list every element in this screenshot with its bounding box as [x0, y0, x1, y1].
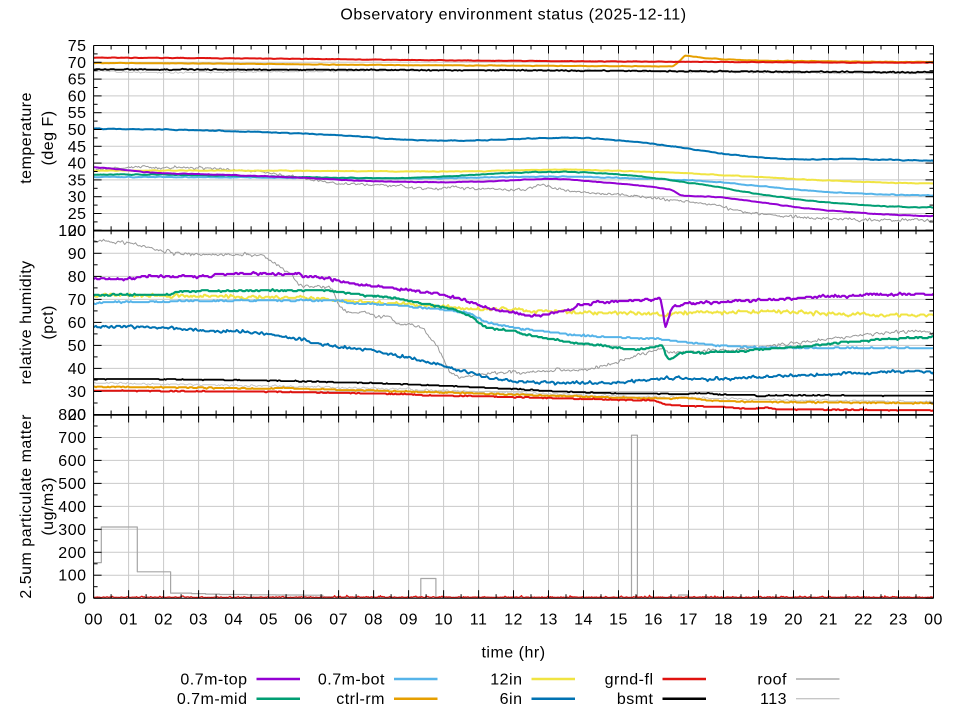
svg-text:16: 16: [644, 612, 663, 629]
svg-text:temperature: temperature: [18, 92, 35, 184]
svg-text:00: 00: [84, 612, 103, 629]
svg-text:17: 17: [679, 612, 698, 629]
svg-text:06: 06: [294, 612, 313, 629]
svg-text:80: 80: [68, 269, 87, 286]
svg-text:45: 45: [68, 139, 87, 156]
svg-text:11: 11: [470, 612, 488, 629]
svg-text:400: 400: [58, 499, 86, 516]
svg-text:600: 600: [58, 453, 86, 470]
svg-text:0.7m-top: 0.7m-top: [180, 672, 247, 689]
svg-text:ctrl-rm: ctrl-rm: [336, 691, 385, 708]
svg-text:05: 05: [259, 612, 278, 629]
svg-text:23: 23: [889, 612, 908, 629]
svg-text:6in: 6in: [500, 691, 523, 708]
svg-text:08: 08: [364, 612, 383, 629]
svg-text:roof: roof: [757, 672, 787, 689]
svg-text:21: 21: [819, 612, 838, 629]
svg-text:20: 20: [68, 407, 87, 424]
svg-text:200: 200: [58, 545, 86, 562]
svg-text:22: 22: [854, 612, 873, 629]
svg-text:500: 500: [58, 476, 86, 493]
svg-text:65: 65: [68, 72, 87, 89]
svg-text:0.7m-mid: 0.7m-mid: [177, 691, 248, 708]
svg-text:55: 55: [68, 105, 87, 122]
svg-text:60: 60: [68, 315, 87, 332]
svg-text:300: 300: [58, 522, 86, 539]
svg-text:100: 100: [58, 568, 86, 585]
svg-text:20: 20: [68, 223, 87, 240]
svg-text:90: 90: [68, 246, 87, 263]
svg-text:03: 03: [189, 612, 208, 629]
svg-text:50: 50: [68, 122, 87, 139]
svg-text:time (hr): time (hr): [481, 645, 545, 662]
svg-text:01: 01: [119, 612, 138, 629]
svg-text:(ug/m3): (ug/m3): [40, 477, 57, 536]
svg-text:(deg F): (deg F): [40, 110, 57, 165]
svg-text:grnd-fl: grnd-fl: [605, 672, 654, 689]
svg-text:75: 75: [68, 38, 87, 55]
svg-text:60: 60: [68, 88, 87, 105]
svg-text:40: 40: [68, 156, 87, 173]
svg-text:relative humidity: relative humidity: [18, 260, 35, 384]
svg-text:10: 10: [434, 612, 453, 629]
svg-text:800: 800: [58, 407, 86, 424]
svg-text:35: 35: [68, 172, 87, 189]
svg-text:0.7m-bot: 0.7m-bot: [318, 672, 385, 689]
svg-text:70: 70: [68, 292, 87, 309]
svg-text:18: 18: [714, 612, 733, 629]
svg-text:700: 700: [58, 430, 86, 447]
svg-text:0: 0: [77, 591, 86, 608]
svg-text:14: 14: [574, 612, 593, 629]
svg-text:2.5um particulate matter: 2.5um particulate matter: [18, 414, 35, 599]
svg-text:Observatory environment status: Observatory environment status (2025-12-…: [340, 7, 686, 24]
svg-text:15: 15: [609, 612, 628, 629]
svg-text:12in: 12in: [490, 672, 522, 689]
svg-text:02: 02: [154, 612, 173, 629]
svg-text:00: 00: [924, 612, 943, 629]
svg-text:13: 13: [539, 612, 558, 629]
svg-text:100: 100: [58, 223, 86, 240]
svg-text:25: 25: [68, 206, 87, 223]
svg-text:07: 07: [329, 612, 348, 629]
svg-text:113: 113: [760, 691, 787, 708]
svg-text:12: 12: [504, 612, 523, 629]
svg-text:70: 70: [68, 55, 87, 72]
svg-text:bsmt: bsmt: [617, 691, 654, 708]
svg-text:30: 30: [68, 384, 87, 401]
svg-text:50: 50: [68, 338, 87, 355]
svg-text:19: 19: [749, 612, 768, 629]
svg-text:(pct): (pct): [40, 305, 57, 340]
svg-text:20: 20: [784, 612, 803, 629]
svg-text:30: 30: [68, 189, 87, 206]
svg-text:09: 09: [399, 612, 418, 629]
svg-text:04: 04: [224, 612, 243, 629]
svg-text:40: 40: [68, 361, 87, 378]
